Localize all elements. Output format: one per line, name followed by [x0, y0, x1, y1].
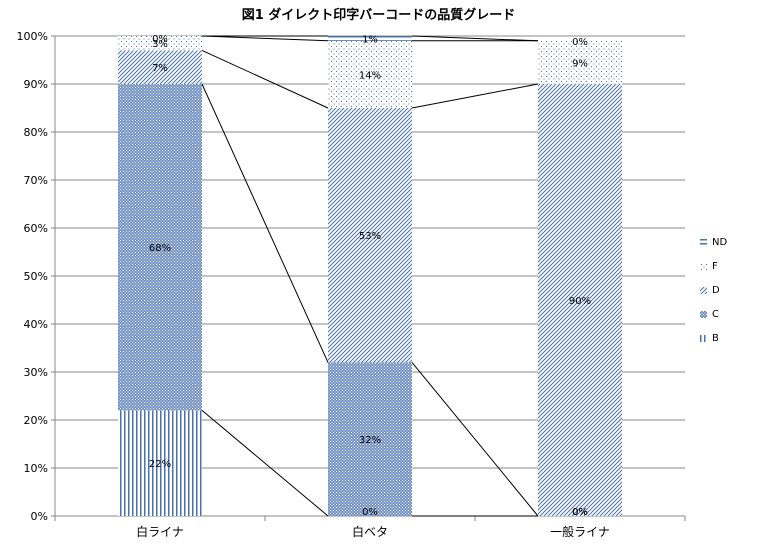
- x-tick-label: 白ライナ: [136, 524, 184, 539]
- data-label: 0%: [572, 37, 588, 48]
- legend-swatch: [700, 238, 707, 246]
- legend-label: C: [712, 308, 719, 320]
- series-line: [411, 83, 539, 109]
- bar-segment-d: [328, 108, 412, 363]
- x-tick-label: 白ベタ: [352, 524, 388, 539]
- series-line: [201, 49, 329, 109]
- data-label: 0%: [572, 507, 588, 518]
- y-tick-label: 20%: [24, 414, 48, 427]
- y-tick-label: 90%: [24, 78, 48, 91]
- y-tick-label: 70%: [24, 174, 48, 187]
- y-axis: 0% 10% 20% 30% 40% 50% 60% 70% 80% 90% 100%: [17, 30, 56, 523]
- y-tick-label: 30%: [24, 366, 48, 379]
- legend-label: D: [712, 284, 720, 296]
- bars: [118, 36, 622, 516]
- data-labels: 22%0% 0%68%32%0%7%53%90%3%14%9%0% 1% 0%: [149, 34, 591, 518]
- data-label: 53%: [359, 231, 381, 242]
- legend-item-d: D: [700, 278, 755, 302]
- legend-swatch: [700, 334, 707, 342]
- y-tick-label: 0%: [31, 510, 48, 523]
- data-label: 7%: [152, 63, 168, 74]
- series-line: [411, 35, 539, 42]
- y-tick-label: 10%: [24, 462, 48, 475]
- legend-label: B: [712, 332, 719, 344]
- data-label: 32%: [359, 435, 381, 446]
- series-line: [411, 362, 539, 517]
- bar-segment-nd: [328, 36, 412, 41]
- data-label: 0%: [152, 34, 168, 45]
- chart-title: 図1 ダイレクト印字バーコードの品質グレード: [241, 8, 516, 23]
- legend-item-nd: ND: [700, 230, 755, 254]
- data-label: 68%: [149, 243, 171, 254]
- y-tick-label: 80%: [24, 126, 48, 139]
- y-tick-label: 100%: [17, 30, 48, 43]
- bar-segment-d: [538, 84, 622, 516]
- y-tick-label: 50%: [24, 270, 48, 283]
- legend-swatch: [700, 310, 707, 318]
- data-label: 9%: [572, 58, 588, 69]
- data-label: 90%: [569, 296, 591, 307]
- y-tick-label: 40%: [24, 318, 48, 331]
- data-label: 14%: [359, 70, 381, 81]
- data-label: 22%: [149, 459, 171, 470]
- bar-segment-c: [328, 362, 412, 516]
- data-label: 0%: [362, 507, 378, 518]
- legend-swatch: [700, 286, 707, 294]
- bar-segment-f: [538, 40, 622, 84]
- data-label: 1%: [362, 34, 378, 45]
- x-tick-label: 一般ライナ: [550, 524, 610, 539]
- bar-segment-c: [118, 84, 202, 411]
- bar-segment-f: [328, 40, 412, 108]
- series-line: [201, 83, 329, 363]
- data-label: 3%: [152, 39, 168, 50]
- y-tick-label: 60%: [24, 222, 48, 235]
- legend-label: F: [712, 260, 718, 272]
- x-axis: 白ライナ 白ベタ 一般ライナ: [54, 515, 686, 539]
- legend-item-b: B: [700, 326, 755, 350]
- bar-segment-d: [118, 50, 202, 84]
- legend-item-c: C: [700, 302, 755, 326]
- legend-label: ND: [712, 236, 728, 248]
- legend: ND F D C B: [700, 230, 755, 350]
- legend-swatch: [700, 262, 707, 270]
- bar-segment-b: [118, 410, 202, 516]
- legend-item-f: F: [700, 254, 755, 278]
- bar-segment-f: [118, 36, 202, 51]
- series-lines: [201, 35, 539, 517]
- series-line: [201, 35, 329, 42]
- series-line: [201, 410, 329, 517]
- data-label: 0%: [572, 507, 588, 518]
